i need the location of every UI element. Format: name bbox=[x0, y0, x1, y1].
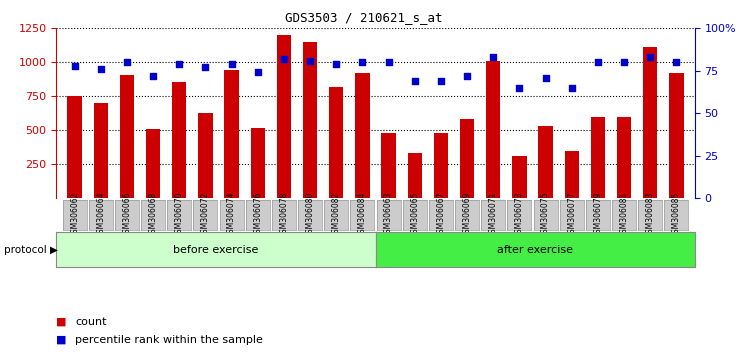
Point bbox=[644, 55, 656, 60]
Text: count: count bbox=[75, 317, 107, 327]
Bar bbox=[382, 133, 396, 198]
Bar bbox=[408, 153, 422, 198]
Point bbox=[95, 66, 107, 72]
Text: GSM306076: GSM306076 bbox=[253, 192, 262, 238]
Bar bbox=[643, 47, 657, 198]
Bar bbox=[355, 73, 369, 198]
Text: GSM306075: GSM306075 bbox=[541, 192, 550, 238]
Text: GSM306067: GSM306067 bbox=[436, 192, 445, 238]
Point bbox=[304, 58, 316, 63]
Point bbox=[671, 59, 683, 65]
Bar bbox=[617, 118, 632, 198]
Text: GSM306077: GSM306077 bbox=[567, 192, 576, 238]
Point bbox=[121, 59, 133, 65]
Text: GSM306066: GSM306066 bbox=[122, 192, 131, 238]
Bar bbox=[172, 82, 186, 198]
Bar bbox=[538, 126, 553, 198]
Text: GSM306080: GSM306080 bbox=[306, 192, 315, 238]
Point bbox=[278, 56, 290, 62]
Text: GSM306071: GSM306071 bbox=[489, 192, 498, 238]
Text: GSM306069: GSM306069 bbox=[463, 192, 472, 238]
Point bbox=[382, 59, 394, 65]
Bar bbox=[94, 103, 108, 198]
Text: GDS3503 / 210621_s_at: GDS3503 / 210621_s_at bbox=[285, 11, 443, 24]
Bar bbox=[225, 70, 239, 198]
Point bbox=[618, 59, 630, 65]
Point bbox=[409, 78, 421, 84]
Text: before exercise: before exercise bbox=[173, 245, 258, 255]
Bar bbox=[565, 151, 579, 198]
Bar bbox=[68, 96, 82, 198]
Bar bbox=[251, 127, 265, 198]
Text: GSM306064: GSM306064 bbox=[96, 192, 105, 238]
Point bbox=[200, 64, 212, 70]
Bar bbox=[146, 129, 160, 198]
Bar bbox=[669, 73, 683, 198]
Text: GSM306078: GSM306078 bbox=[279, 192, 288, 238]
Bar bbox=[591, 118, 605, 198]
Point bbox=[435, 78, 447, 84]
Text: GSM306083: GSM306083 bbox=[646, 192, 655, 238]
Text: GSM306062: GSM306062 bbox=[70, 192, 79, 238]
Bar bbox=[486, 61, 500, 198]
Bar bbox=[198, 113, 213, 198]
Text: GSM306074: GSM306074 bbox=[227, 192, 236, 238]
Bar bbox=[512, 156, 526, 198]
Bar bbox=[329, 87, 343, 198]
Bar bbox=[119, 75, 134, 198]
Text: percentile rank within the sample: percentile rank within the sample bbox=[75, 335, 263, 345]
Text: GSM306073: GSM306073 bbox=[515, 192, 524, 238]
Point bbox=[147, 73, 159, 79]
Point bbox=[514, 85, 526, 91]
Point bbox=[252, 70, 264, 75]
Text: GSM306084: GSM306084 bbox=[358, 192, 367, 238]
Point bbox=[68, 63, 80, 69]
Text: GSM306072: GSM306072 bbox=[201, 192, 210, 238]
Text: GSM306081: GSM306081 bbox=[620, 192, 629, 238]
Text: protocol ▶: protocol ▶ bbox=[4, 245, 58, 255]
Text: GSM306082: GSM306082 bbox=[332, 192, 341, 238]
Point bbox=[592, 59, 604, 65]
Text: GSM306068: GSM306068 bbox=[149, 192, 158, 238]
Point bbox=[487, 55, 499, 60]
Text: GSM306063: GSM306063 bbox=[384, 192, 393, 238]
Text: GSM306070: GSM306070 bbox=[175, 192, 184, 238]
Text: ■: ■ bbox=[56, 335, 67, 345]
Text: ■: ■ bbox=[56, 317, 67, 327]
Point bbox=[566, 85, 578, 91]
Point bbox=[225, 61, 237, 67]
Text: GSM306065: GSM306065 bbox=[410, 192, 419, 238]
Bar bbox=[434, 133, 448, 198]
Point bbox=[173, 61, 185, 67]
Bar bbox=[303, 42, 317, 198]
Text: after exercise: after exercise bbox=[497, 245, 573, 255]
Bar bbox=[460, 119, 475, 198]
Text: GSM306079: GSM306079 bbox=[593, 192, 602, 238]
Text: GSM306085: GSM306085 bbox=[672, 192, 681, 238]
Bar bbox=[276, 35, 291, 198]
Point bbox=[357, 59, 369, 65]
Point bbox=[330, 61, 342, 67]
Point bbox=[461, 73, 473, 79]
Point bbox=[539, 75, 551, 80]
